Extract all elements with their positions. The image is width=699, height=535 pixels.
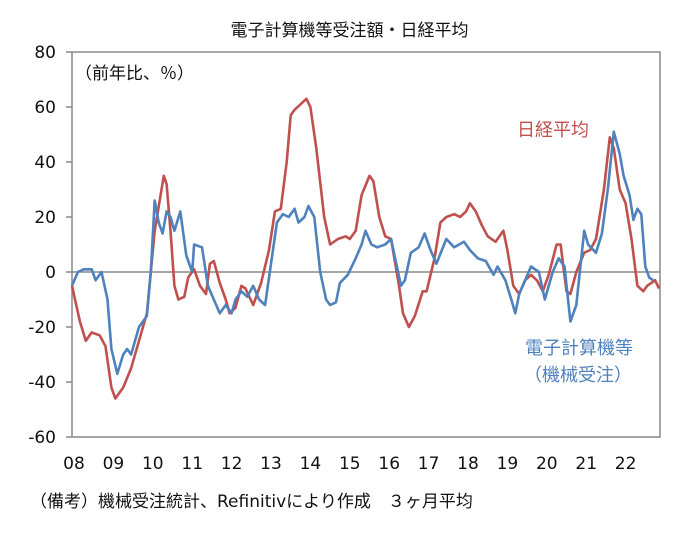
nikkei-line xyxy=(70,97,661,400)
x-tick-label: 14 xyxy=(300,454,322,474)
x-tick-label: 13 xyxy=(260,454,282,474)
y-tick-label: 0 xyxy=(45,263,56,283)
x-tick-label: 20 xyxy=(536,454,558,474)
y-tick-label: -60 xyxy=(28,428,56,448)
x-tick-label: 17 xyxy=(418,454,440,474)
y-axis-label: （前年比、％） xyxy=(75,64,194,84)
y-tick-label: 20 xyxy=(34,208,56,228)
chart-title: 電子計算機等受注額・日経平均 xyxy=(230,21,469,41)
chart-note: （備考）機械受注統計、Refinitivにより作成 ３ヶ月平均 xyxy=(30,492,473,512)
legend-label-nikkei: 日経平均 xyxy=(517,120,589,141)
legend-label-machinery: （機械受注） xyxy=(524,365,632,386)
x-tick-label: 08 xyxy=(63,454,85,474)
x-tick-label: 21 xyxy=(575,454,597,474)
x-tick-label: 18 xyxy=(457,454,479,474)
y-tick-label: -20 xyxy=(28,318,56,338)
x-tick-label: 12 xyxy=(221,454,243,474)
plot-frame xyxy=(71,51,661,438)
x-tick-label: 19 xyxy=(497,454,519,474)
y-tick-label: 80 xyxy=(34,43,56,63)
y-tick-label: 40 xyxy=(34,153,56,173)
x-tick-label: 15 xyxy=(339,454,361,474)
x-tick-label: 09 xyxy=(103,454,125,474)
y-tick-label: -40 xyxy=(28,373,56,393)
y-tick-label: 60 xyxy=(34,98,56,118)
x-tick-label: 11 xyxy=(181,454,203,474)
legend-label-computer: 電子計算機等 xyxy=(525,338,633,359)
x-tick-label: 16 xyxy=(378,454,400,474)
x-tick-label: 10 xyxy=(142,454,164,474)
computer-orders-line xyxy=(70,130,654,376)
x-tick-label: 22 xyxy=(615,454,637,474)
